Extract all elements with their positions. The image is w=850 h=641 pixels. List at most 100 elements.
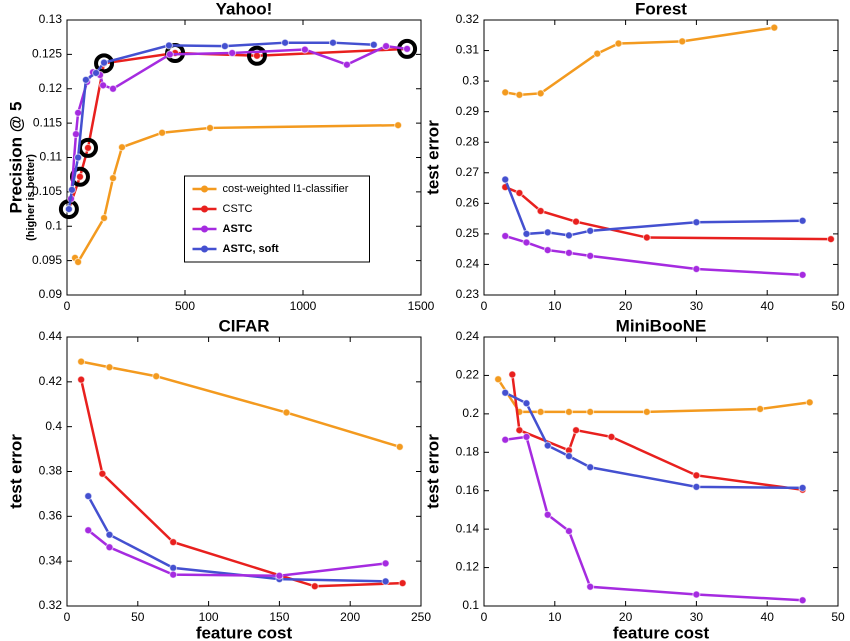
marker: [692, 471, 701, 480]
marker: [394, 121, 403, 130]
marker: [692, 590, 701, 599]
marker: [805, 398, 814, 407]
marker: [74, 258, 83, 266]
x-tick-label: 10: [548, 610, 562, 624]
marker: [310, 582, 319, 591]
y-tick-label: 0.095: [32, 253, 62, 267]
marker: [398, 579, 407, 588]
marker: [522, 432, 531, 441]
x-tick-label: 100: [199, 610, 219, 624]
y-tick-label: 0.105: [32, 184, 62, 198]
marker: [275, 571, 284, 580]
y-tick-label: 0.36: [39, 509, 63, 523]
marker: [84, 492, 93, 501]
marker: [100, 214, 109, 222]
x-tick-label: 40: [761, 299, 775, 313]
x-axis-label: feature cost: [613, 623, 710, 641]
chart-title: Forest: [635, 0, 687, 18]
x-tick-label: 0: [64, 299, 71, 313]
marker-ring: [94, 53, 115, 74]
marker: [543, 441, 552, 450]
marker: [586, 251, 595, 260]
x-tick-label: 30: [690, 610, 704, 624]
marker: [77, 357, 86, 366]
marker: [117, 143, 126, 152]
marker: [67, 185, 76, 194]
marker: [74, 153, 83, 162]
marker: [501, 388, 510, 397]
marker: [501, 232, 510, 241]
marker: [564, 248, 573, 257]
chart-title: MiniBooNE: [616, 316, 707, 335]
marker: [381, 559, 390, 568]
y-tick-label: 0.1: [45, 218, 62, 232]
x-tick-label: 1000: [290, 299, 317, 313]
marker: [607, 432, 616, 441]
legend-label: ASTC: [223, 223, 253, 235]
marker: [826, 235, 835, 244]
marker: [282, 408, 291, 417]
legend-marker: [201, 185, 208, 193]
marker: [564, 407, 573, 416]
marker: [536, 206, 545, 215]
y-axis-label: test error: [423, 120, 442, 195]
marker: [158, 128, 167, 137]
y-tick-label: 0.34: [39, 553, 63, 567]
marker: [64, 205, 73, 214]
marker: [252, 51, 261, 60]
marker: [169, 563, 178, 572]
marker: [206, 123, 215, 132]
marker: [522, 238, 531, 247]
marker: [564, 527, 573, 536]
marker: [395, 442, 404, 451]
y-tick-label: 0.26: [456, 196, 480, 210]
marker: [105, 543, 114, 552]
chart-title: Yahoo!: [216, 0, 273, 18]
marker: [515, 90, 524, 99]
y-tick-label: 0.42: [39, 374, 63, 388]
y-tick-label: 0.12: [39, 81, 63, 95]
y-tick-label: 0.09: [39, 287, 63, 301]
marker: [92, 68, 101, 77]
y-tick-label: 0.2: [462, 406, 479, 420]
y-axis-label: test error: [423, 434, 442, 509]
x-tick-label: 10: [548, 299, 562, 313]
y-tick-label: 0.24: [456, 257, 480, 271]
y-tick-label: 0.14: [456, 521, 480, 535]
x-tick-label: 20: [619, 610, 633, 624]
y-tick-label: 0.32: [456, 12, 480, 26]
x-tick-label: 0: [64, 610, 71, 624]
marker: [328, 38, 337, 47]
marker: [403, 44, 412, 53]
marker: [798, 216, 807, 225]
marker: [381, 577, 390, 586]
marker: [593, 49, 602, 58]
y-tick-label: 0.23: [456, 287, 480, 301]
y-tick-label: 0.4: [45, 419, 62, 433]
marker: [501, 175, 510, 184]
x-tick-label: 500: [175, 299, 195, 313]
y-tick-label: 0.29: [456, 104, 480, 118]
marker: [798, 483, 807, 492]
marker: [770, 23, 779, 32]
marker: [572, 217, 581, 226]
marker: [692, 218, 701, 227]
y-tick-label: 0.1: [462, 598, 479, 612]
marker: [99, 81, 108, 90]
y-tick-label: 0.3: [462, 73, 479, 87]
marker: [81, 75, 90, 84]
marker: [494, 375, 503, 384]
marker: [152, 372, 161, 381]
marker: [798, 270, 807, 279]
x-tick-label: 200: [340, 610, 360, 624]
x-tick-label: 0: [481, 610, 488, 624]
legend-label: cost-weighted l1-classifier: [223, 183, 349, 195]
marker: [382, 42, 391, 51]
x-tick-label: 50: [131, 610, 145, 624]
marker-ring: [246, 45, 267, 66]
y-tick-label: 0.32: [39, 598, 63, 612]
legend-label: ASTC, soft: [223, 243, 280, 255]
marker: [543, 510, 552, 519]
marker: [105, 363, 114, 372]
